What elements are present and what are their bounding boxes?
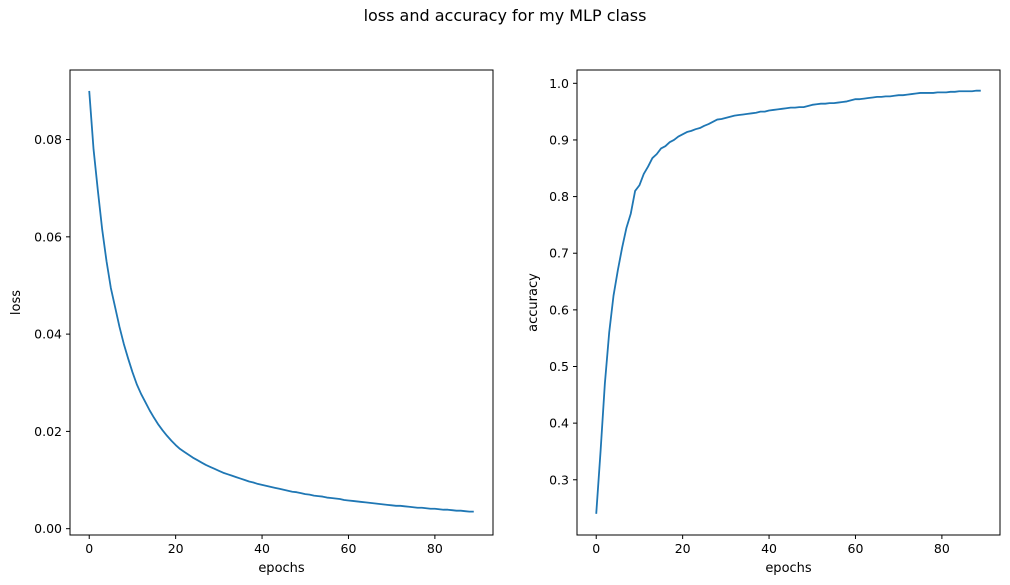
- y-tick-label: 1.0: [549, 76, 569, 91]
- series-line-0: [88, 90, 474, 513]
- y-tick-label: 0.5: [549, 359, 569, 374]
- y-tick-label: 0.9: [549, 132, 569, 147]
- axes-frame: [69, 69, 494, 536]
- x-tick-label: 0: [592, 541, 600, 556]
- axes-frame: [576, 69, 1001, 536]
- figure-title: loss and accuracy for my MLP class: [363, 6, 647, 25]
- y-tick-label: 0.08: [34, 132, 62, 147]
- y-tick-label: 0.06: [34, 229, 62, 244]
- x-tick-label: 20: [168, 541, 184, 556]
- y-axis-label: accuracy: [526, 273, 541, 332]
- x-axis-label: epochs: [765, 561, 812, 576]
- y-tick-label: 0.7: [549, 246, 569, 261]
- loss-plot: 0 20 40 60 80 0.00 0.02 0.04 0.06 0.08 epochs loss: [9, 69, 494, 576]
- y-axis-label: loss: [9, 290, 24, 315]
- y-tick-label: 0.00: [34, 521, 62, 536]
- series-line-0: [595, 89, 981, 514]
- y-tick-label: 0.4: [549, 416, 569, 431]
- y-tick-label: 0.6: [549, 302, 569, 317]
- x-tick-label: 0: [85, 541, 93, 556]
- x-tick-label: 40: [761, 541, 777, 556]
- x-tick-label: 60: [848, 541, 864, 556]
- x-tick-label: 60: [341, 541, 357, 556]
- y-tick-label: 0.04: [34, 327, 62, 342]
- x-tick-label: 20: [675, 541, 691, 556]
- accuracy-plot: 0 20 40 60 80 0.3 0.4 0.5 0.6 0.7 0.8 0.9 1.0 epochs a…: [526, 69, 1001, 576]
- x-tick-label: 80: [934, 541, 950, 556]
- x-axis-label: epochs: [258, 561, 305, 576]
- y-tick-label: 0.8: [549, 189, 569, 204]
- x-tick-label: 40: [254, 541, 270, 556]
- y-tick-label: 0.3: [549, 472, 569, 487]
- x-tick-label: 80: [427, 541, 443, 556]
- y-tick-label: 0.02: [34, 424, 62, 439]
